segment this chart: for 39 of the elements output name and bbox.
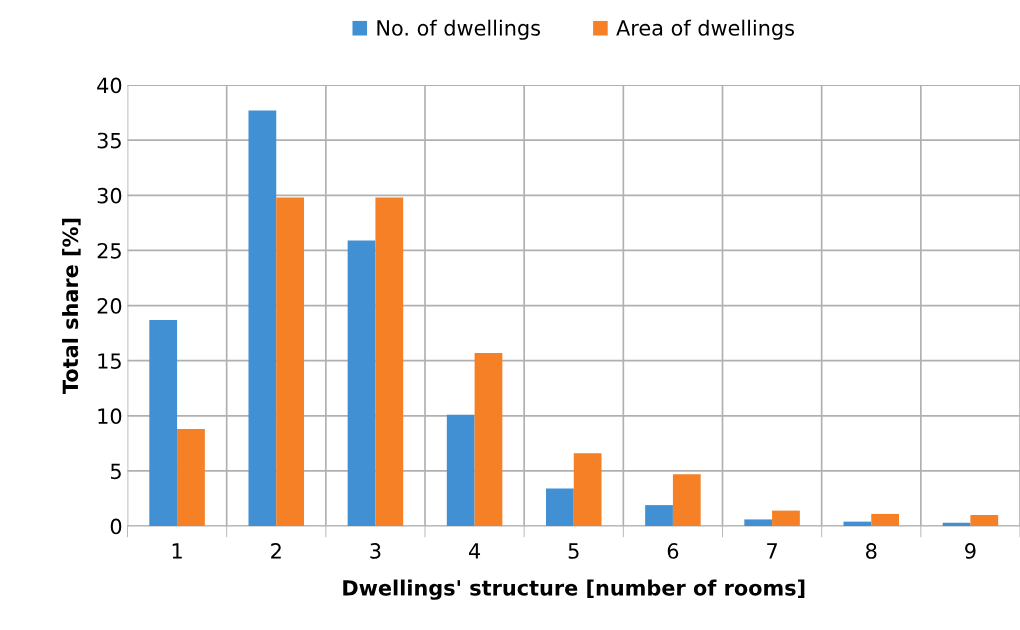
y-tick-label: 0: [110, 518, 122, 535]
x-tick-label: 2: [271, 543, 281, 559]
x-tick-label: 3: [370, 543, 381, 559]
x-tick-label: 8: [866, 543, 877, 559]
bar: [248, 110, 277, 527]
bar: [573, 453, 602, 527]
bar: [276, 197, 305, 527]
y-tick-label: 35: [97, 132, 121, 149]
x-tick-label: 7: [767, 543, 777, 559]
bar: [474, 352, 503, 527]
x-tick-label: 5: [568, 543, 579, 559]
x-tick-label: 9: [965, 543, 976, 559]
x-tick-label: 4: [468, 543, 481, 559]
bar: [446, 414, 475, 527]
x-tick-label: 6: [667, 543, 679, 559]
bar: [375, 197, 404, 527]
x-axis-title: Dwellings' structure [number of rooms]: [343, 579, 805, 600]
y-axis-title: Total share [%]: [62, 218, 81, 394]
legend-label: No. of dwellings: [377, 19, 541, 40]
y-tick-label: 15: [98, 353, 121, 369]
y-tick-label: 25: [97, 242, 121, 259]
bar: [177, 429, 205, 527]
legend-label: Area of dwellings: [616, 19, 794, 40]
y-tick-label: 40: [97, 77, 122, 94]
bar: [672, 474, 701, 527]
y-tick-label: 30: [97, 187, 122, 204]
y-tick-label: 5: [110, 463, 121, 480]
bar: [871, 513, 900, 527]
bar: [347, 240, 376, 527]
bar: [843, 521, 872, 527]
y-tick-label: 20: [97, 298, 122, 314]
y-tick-label: 10: [98, 408, 122, 425]
bar: [744, 519, 773, 527]
x-tick-label: 1: [172, 543, 182, 559]
bar: [970, 515, 999, 527]
bar: [149, 319, 178, 527]
bar: [772, 510, 800, 527]
bar: [645, 505, 673, 527]
bar: [545, 488, 574, 527]
